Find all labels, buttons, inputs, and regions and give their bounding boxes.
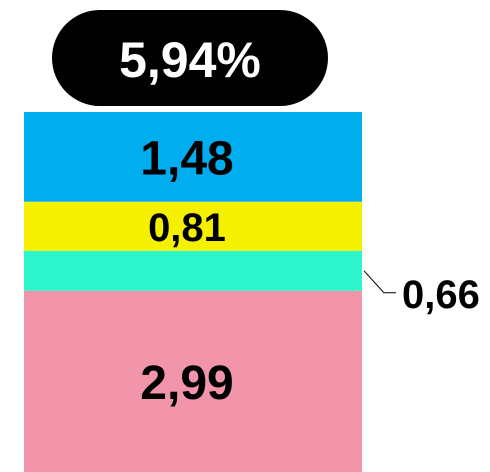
bar-segment [24,112,362,202]
data-label: 0,66 [402,273,480,317]
bar-segment [24,290,362,472]
bar-segment [24,201,362,251]
bar-segment [24,250,362,291]
data-label: 2,99 [140,357,233,410]
data-label: 1,48 [140,132,233,185]
total-label: 5,94% [119,32,261,88]
data-label: 0,81 [148,206,226,250]
total-badge [52,10,328,106]
leader-line [363,270,396,294]
